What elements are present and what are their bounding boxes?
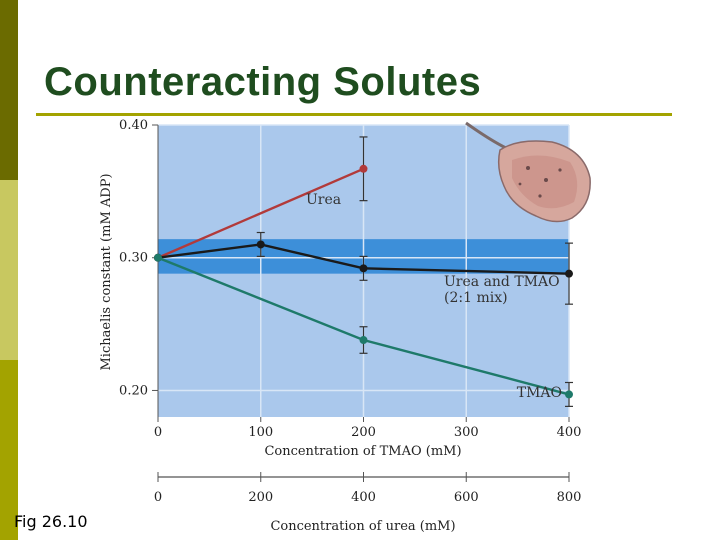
decor-strip-middle [0, 180, 18, 360]
series-label-sub: (2:1 mix) [444, 290, 508, 306]
stingray-icon [465, 121, 591, 223]
x-axis: 0 100 200 300 400 [154, 417, 582, 440]
series-label: Urea [306, 192, 341, 208]
x-tick-label: 300 [454, 425, 479, 440]
data-point [565, 390, 573, 399]
y-axis: 0.20 0.30 0.40 [119, 118, 159, 417]
decor-strip-top [0, 0, 18, 180]
x-axis-title: Concentration of TMAO (mM) [264, 444, 461, 459]
y-tick-label: 0.40 [119, 118, 148, 133]
x2-tick-label: 800 [557, 490, 582, 505]
series-line [157, 167, 364, 259]
data-point [359, 264, 368, 273]
x2-tick-label: 0 [154, 490, 162, 505]
x-tick-label: 0 [154, 425, 162, 440]
series-label: TMAO [517, 385, 562, 401]
figure-caption: Fig 26.10 [14, 512, 88, 531]
series-layer: Urea Urea and TMAO(2:1 mix) TMAO [154, 136, 573, 407]
y-tick-label: 0.20 [119, 383, 148, 398]
series-label: Urea and TMAO [444, 274, 560, 290]
data-point [154, 253, 162, 262]
series-line [157, 243, 570, 275]
x-tick-label: 200 [351, 425, 376, 440]
x2-tick-label: 400 [351, 490, 376, 505]
data-point [359, 336, 368, 345]
x-axis-urea: 0 200 400 600 800 [154, 472, 582, 505]
title-rule [36, 113, 672, 116]
x-tick-label: 100 [248, 425, 273, 440]
y-axis-title: Michaelis constant (mM ADP) [99, 173, 114, 370]
data-point [565, 269, 573, 278]
data-point [256, 240, 265, 249]
y-tick-label: 0.30 [119, 251, 148, 266]
decor-strip-bottom [0, 360, 18, 540]
x2-tick-label: 600 [454, 490, 479, 505]
x2-tick-label: 200 [248, 490, 273, 505]
x-axis-urea-title: Concentration of urea (mM) [270, 519, 455, 534]
slide-title: Counteracting Solutes [44, 60, 482, 104]
data-point [359, 164, 368, 173]
series-tmao: TMAO [154, 253, 573, 407]
x-tick-label: 400 [557, 425, 582, 440]
